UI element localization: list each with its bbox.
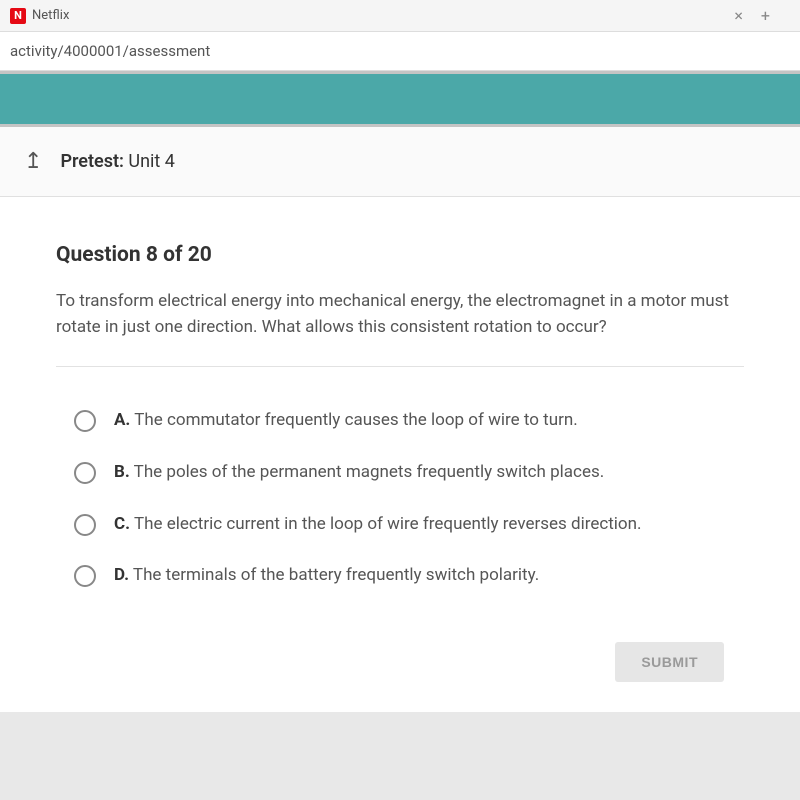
option-letter: C. — [114, 514, 130, 534]
question-number: Question 8 of 20 — [56, 243, 744, 267]
option-text: B. The poles of the permanent magnets fr… — [114, 461, 604, 485]
url-text: activity/4000001/assessment — [10, 42, 210, 60]
new-tab-icon[interactable]: + — [761, 6, 770, 25]
option-letter: D. — [114, 565, 129, 585]
radio-icon[interactable] — [74, 514, 96, 536]
pretest-unit: Unit 4 — [128, 151, 174, 172]
radio-icon[interactable] — [74, 410, 96, 432]
option-text: D. The terminals of the battery frequent… — [114, 564, 539, 588]
radio-icon[interactable] — [74, 565, 96, 587]
tab-controls: × + — [734, 6, 790, 25]
option-body: The commutator frequently causes the loo… — [134, 410, 578, 430]
divider — [56, 366, 744, 367]
option-letter: B. — [114, 462, 130, 482]
option-c[interactable]: C. The electric current in the loop of w… — [56, 499, 744, 551]
option-d[interactable]: D. The terminals of the battery frequent… — [56, 550, 744, 602]
pretest-prefix: Pretest: — [60, 151, 123, 172]
close-tab-icon[interactable]: × — [734, 6, 743, 25]
netflix-icon: N — [10, 8, 26, 24]
question-panel: Question 8 of 20 To transform electrical… — [0, 197, 800, 712]
option-body: The terminals of the battery frequently … — [133, 565, 539, 585]
option-body: The poles of the permanent magnets frequ… — [134, 462, 605, 482]
question-prompt: To transform electrical energy into mech… — [56, 289, 744, 340]
pretest-bar: ↥ Pretest: Unit 4 — [0, 127, 800, 197]
option-text: C. The electric current in the loop of w… — [114, 513, 642, 537]
browser-tab[interactable]: N Netflix — [10, 8, 69, 24]
pretest-title: Pretest: Unit 4 — [60, 151, 174, 172]
option-letter: A. — [114, 410, 130, 430]
app-header-strip — [0, 71, 800, 127]
submit-row: SUBMIT — [56, 602, 744, 682]
option-a[interactable]: A. The commutator frequently causes the … — [56, 395, 744, 447]
option-b[interactable]: B. The poles of the permanent magnets fr… — [56, 447, 744, 499]
tab-label: Netflix — [32, 8, 69, 23]
radio-icon[interactable] — [74, 462, 96, 484]
submit-button[interactable]: SUBMIT — [615, 642, 724, 682]
browser-tab-bar: N Netflix × + — [0, 0, 800, 32]
back-arrow-icon[interactable]: ↥ — [24, 149, 42, 174]
option-body: The electric current in the loop of wire… — [134, 514, 642, 534]
option-text: A. The commutator frequently causes the … — [114, 409, 578, 433]
url-bar[interactable]: activity/4000001/assessment — [0, 32, 800, 71]
